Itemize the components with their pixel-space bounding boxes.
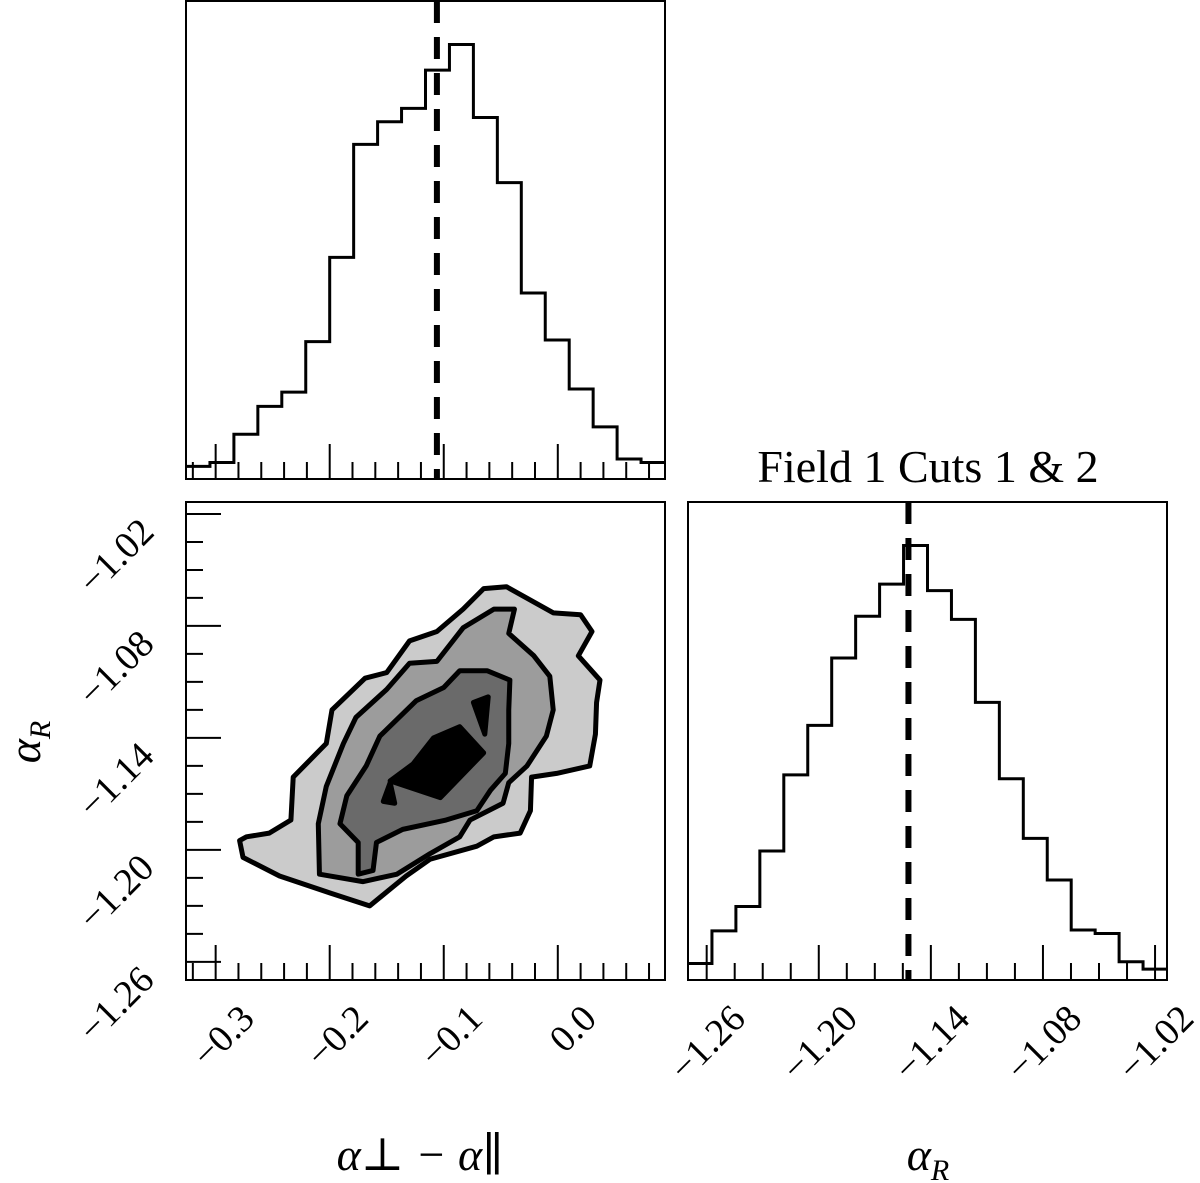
histogram-bar [1119, 962, 1143, 980]
y-tick-label: −1.20 [70, 847, 162, 939]
x-tick-label: −0.1 [412, 997, 490, 1075]
histogram-bar [378, 122, 402, 479]
histogram-bar [330, 257, 354, 479]
histogram-bar [832, 658, 856, 980]
x-axis-label-right-sub: R [930, 1154, 949, 1183]
x-axis-label-left: α⊥ − α∥ [337, 1129, 504, 1180]
histogram-bar [210, 462, 234, 479]
histogram-bar [306, 342, 330, 479]
histogram-bar [760, 851, 784, 980]
y-tick-label: −1.08 [70, 623, 162, 715]
x-tick-label: −1.08 [998, 997, 1090, 1089]
x-tick-label: −1.26 [662, 997, 754, 1089]
x-tick-label: −0.2 [298, 997, 376, 1075]
panel-contour: −0.3 −0.2 −0.1 0.0 −1.02 −1.08 −1.14 −1.20 −1.26 [70, 501, 666, 1076]
y-tick-label: −1.14 [70, 735, 162, 827]
y-axis-label: αR [0, 721, 57, 763]
x-tick-label: 0.0 [542, 997, 605, 1060]
histogram-bar [473, 117, 497, 479]
axes-frame [185, 0, 666, 480]
histogram-bar [282, 392, 306, 479]
x-tick-label: −0.3 [184, 997, 262, 1075]
x-tick-label: −1.20 [774, 997, 866, 1089]
histogram-bar [593, 427, 617, 479]
histogram-bar [1071, 930, 1095, 980]
histogram-bar [497, 183, 521, 479]
histogram-bar [999, 779, 1023, 980]
histogram-bar [521, 293, 545, 479]
histogram-bar [951, 619, 975, 980]
x-axis-label-right: αR [907, 1129, 949, 1183]
x-axis-label-right-main: α [907, 1129, 932, 1180]
histogram-bar [641, 462, 665, 479]
histogram-bar [808, 725, 832, 980]
histogram-bar [449, 44, 473, 479]
axes-frame [185, 501, 666, 981]
y-axis-label-main: α [0, 738, 50, 763]
histogram-bar [784, 775, 808, 980]
x-tick-label: −1.02 [1110, 997, 1200, 1089]
chart-title: Field 1 Cuts 1 & 2 [757, 441, 1098, 492]
x-tick-label: −1.14 [886, 997, 978, 1089]
y-tick-label: −1.26 [70, 959, 162, 1051]
histogram-step-line [186, 42, 665, 468]
y-tick-label: −1.02 [70, 511, 162, 603]
histogram-bar [354, 144, 378, 479]
histogram-bar [736, 907, 760, 980]
histogram-bar [880, 584, 904, 980]
histogram-bar [617, 459, 641, 479]
panel-right-histogram: −1.26 −1.20 −1.14 −1.08 −1.02 [662, 501, 1200, 1089]
histogram-bar [402, 108, 426, 479]
histogram-bar [186, 466, 210, 479]
histogram-bar [975, 702, 999, 980]
histogram-bar [688, 963, 712, 980]
histogram-bar [856, 616, 880, 980]
histogram-bar [1047, 880, 1071, 980]
histogram-step-line [688, 543, 1167, 971]
axes-frame [687, 501, 1168, 981]
histogram-bar [712, 931, 736, 980]
histogram-bar [928, 591, 952, 980]
contour-level-4 [470, 694, 491, 737]
contour-level-4 [380, 780, 398, 806]
panel-top-left-histogram [185, 0, 666, 480]
y-axis-label-sub: R [24, 721, 57, 740]
